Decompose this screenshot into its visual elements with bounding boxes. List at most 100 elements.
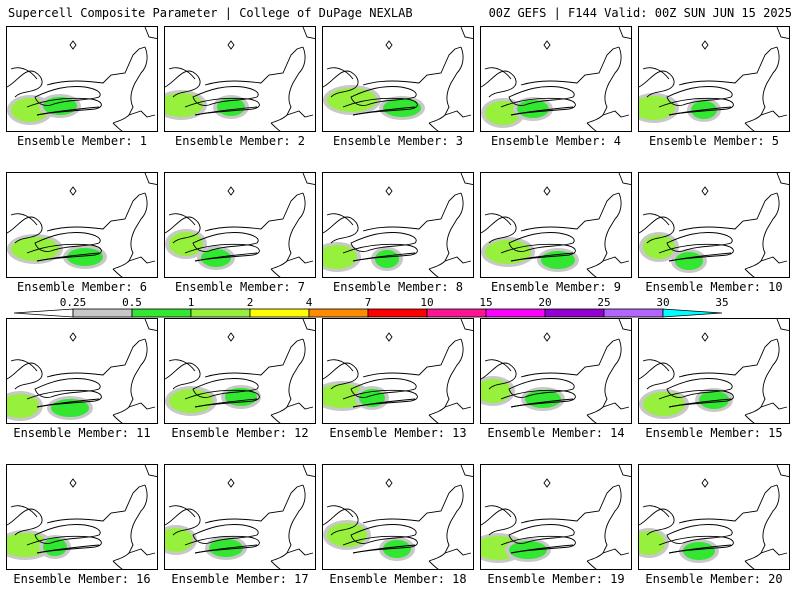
map-outline	[484, 359, 512, 372]
ensemble-panel	[638, 26, 790, 132]
colorbar-tick-label: 15	[479, 296, 493, 309]
ensemble-panel	[164, 172, 316, 278]
map-outline	[744, 484, 780, 562]
map-marker	[543, 478, 551, 488]
map-outline	[352, 398, 416, 408]
map-outline	[520, 484, 620, 524]
map-outline	[362, 484, 462, 524]
map-outline	[10, 213, 38, 226]
ensemble-member-label: Ensemble Member: 5	[648, 134, 780, 148]
map-outline	[428, 484, 464, 562]
map-outline	[362, 338, 462, 378]
ensemble-map	[165, 27, 315, 131]
map-outline	[776, 319, 789, 332]
map-outline	[642, 67, 670, 80]
ensemble-member-label: Ensemble Member: 15	[645, 426, 783, 440]
map-outline	[270, 122, 281, 131]
map-outline	[184, 389, 260, 408]
ensemble-member-label: Ensemble Member: 11	[13, 426, 151, 440]
ensemble-map	[7, 173, 157, 277]
map-outline	[184, 243, 260, 262]
ensemble-panel	[6, 318, 158, 424]
scp-shading	[643, 235, 675, 259]
map-outline	[500, 243, 576, 262]
map-outline	[112, 414, 123, 423]
map-outline	[10, 505, 38, 518]
map-outline	[26, 389, 102, 408]
map-outline	[428, 122, 439, 131]
map-outline	[192, 86, 259, 106]
map-outline	[192, 524, 259, 544]
map-outline	[744, 560, 755, 569]
colorbar-segment	[603, 308, 664, 318]
ensemble-panel	[638, 464, 790, 570]
map-marker	[701, 332, 709, 342]
map-outline	[112, 268, 123, 277]
map-outline	[481, 216, 517, 244]
map-outline	[204, 484, 304, 524]
map-outline	[639, 362, 675, 390]
ensemble-panel	[638, 318, 790, 424]
map-outline	[668, 398, 732, 408]
ensemble-panel	[322, 26, 474, 132]
ensemble-member-label: Ensemble Member: 20	[645, 572, 783, 586]
map-outline	[323, 362, 359, 390]
map-outline	[112, 192, 148, 270]
map-outline	[586, 192, 622, 270]
ensemble-map	[165, 319, 315, 423]
map-outline	[26, 243, 102, 262]
scp-shading	[165, 528, 193, 552]
map-outline	[7, 216, 43, 244]
ensemble-member-label: Ensemble Member: 6	[16, 280, 148, 294]
scp-shading	[683, 542, 715, 560]
map-outline	[460, 465, 473, 478]
scp-shading	[675, 252, 703, 270]
map-outline	[510, 544, 574, 554]
map-marker	[385, 40, 393, 50]
map-outline	[460, 27, 473, 40]
map-outline	[168, 505, 196, 518]
ensemble-panel	[480, 172, 632, 278]
colorbar-tick-label: 7	[364, 296, 372, 309]
map-outline	[666, 232, 733, 252]
map-outline	[481, 362, 517, 390]
map-outline	[204, 338, 304, 378]
ensemble-map	[639, 319, 789, 423]
map-outline	[362, 46, 462, 86]
map-outline	[639, 216, 675, 244]
map-outline	[302, 319, 315, 332]
map-outline	[36, 252, 100, 262]
map-outline	[428, 268, 439, 277]
map-outline	[484, 505, 512, 518]
map-outline	[326, 505, 354, 518]
color-legend: 0.25 0.5 1 2 4 7 10 15 20 25 30 35	[0, 296, 800, 322]
map-outline	[36, 106, 100, 116]
map-outline	[323, 508, 359, 536]
map-outline	[776, 27, 789, 40]
map-outline	[168, 359, 196, 372]
map-outline	[618, 27, 631, 40]
map-outline	[586, 560, 597, 569]
scp-shading	[169, 389, 213, 413]
map-outline	[668, 252, 732, 262]
map-outline	[444, 548, 472, 556]
map-outline	[678, 192, 778, 232]
ensemble-map	[639, 465, 789, 569]
scp-shading	[639, 96, 675, 120]
map-outline	[168, 67, 196, 80]
map-outline	[46, 338, 146, 378]
map-marker	[69, 186, 77, 196]
ensemble-member-label: Ensemble Member: 1	[16, 134, 148, 148]
map-outline	[776, 465, 789, 478]
ensemble-member-label: Ensemble Member: 2	[174, 134, 306, 148]
scp-shading	[517, 100, 549, 118]
map-outline	[350, 524, 417, 544]
map-outline	[302, 27, 315, 40]
map-outline	[586, 46, 622, 124]
map-outline	[481, 508, 517, 536]
map-outline	[744, 46, 780, 124]
scp-shading	[699, 391, 729, 409]
map-outline	[323, 216, 359, 244]
map-outline	[204, 192, 304, 232]
scp-shading	[375, 250, 399, 268]
